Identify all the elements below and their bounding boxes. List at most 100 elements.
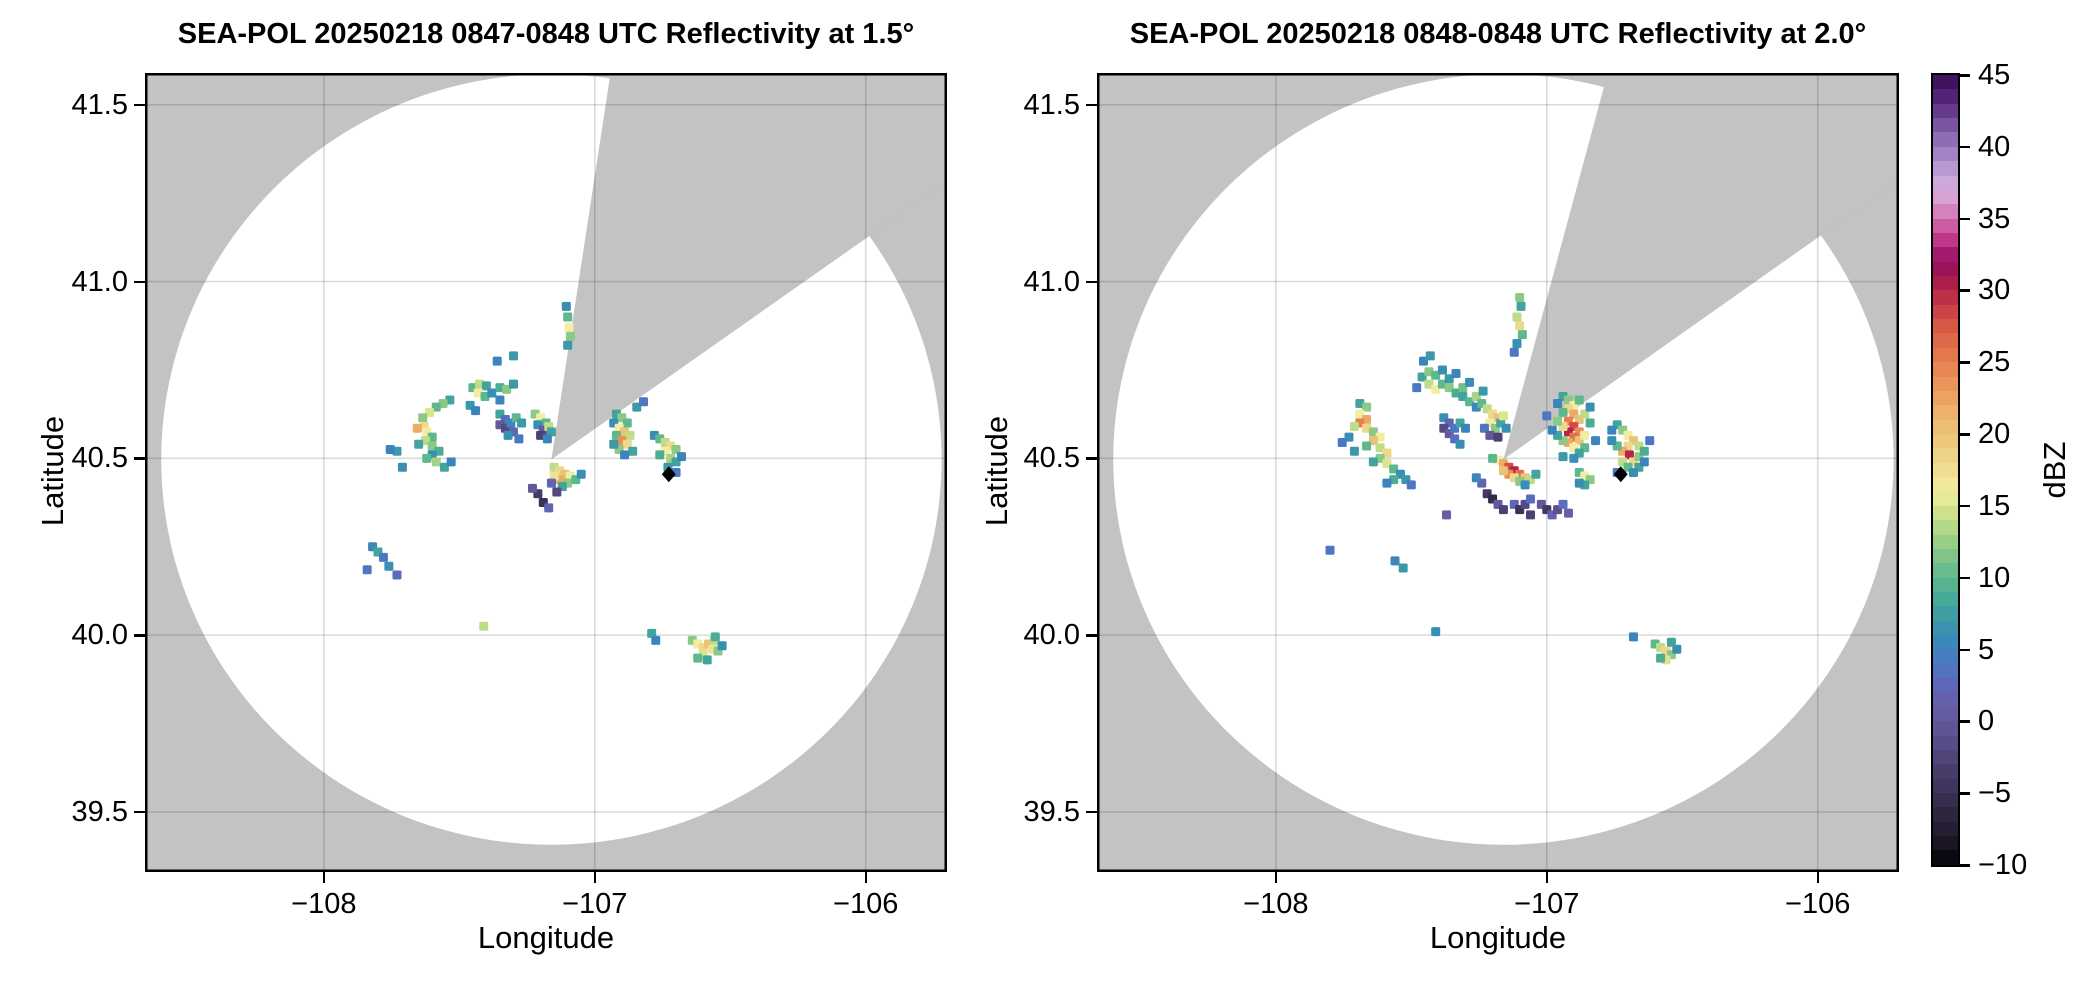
echo-cell — [397, 462, 407, 472]
panel-left-xlabel: Longitude — [477, 920, 615, 955]
echo-cell — [1451, 388, 1461, 398]
echo-cell — [475, 379, 485, 389]
echo-cell — [1558, 452, 1568, 462]
echo-cell — [1389, 464, 1399, 474]
echo-cell — [1639, 457, 1649, 467]
echo-cell — [693, 653, 703, 663]
echo-cell — [1444, 374, 1454, 384]
echo-cell — [565, 331, 575, 341]
echo-cell — [717, 641, 727, 651]
colorbar-band — [1933, 591, 1958, 607]
colorbar-band — [1933, 433, 1958, 449]
echo-cell — [651, 635, 661, 645]
echo-cell — [561, 301, 571, 311]
blocked-sector-wedge — [1503, 73, 1899, 460]
y-tick — [1086, 634, 1097, 637]
echo-cell — [671, 445, 681, 455]
echo-cell — [1569, 453, 1579, 463]
colorbar-band — [1933, 548, 1958, 564]
colorbar-band — [1933, 304, 1958, 320]
echo-cell — [1485, 430, 1495, 440]
echo-cell — [655, 450, 665, 460]
colorbar-band — [1933, 491, 1958, 506]
echo-cell — [710, 632, 720, 642]
echo-cell — [480, 391, 490, 401]
colorbar-band — [1933, 821, 1958, 837]
echo-cell — [1501, 423, 1511, 433]
echo-cell — [378, 552, 388, 562]
x-tick — [1274, 872, 1278, 883]
echo-cell — [1672, 644, 1682, 654]
echo-cell — [527, 483, 537, 493]
colorbar-frame — [1931, 73, 1960, 867]
echo-cell — [392, 570, 402, 580]
echo-cell — [1558, 499, 1568, 509]
colorbar-band — [1933, 218, 1958, 233]
colorbar-band — [1933, 333, 1958, 348]
echo-cell — [1580, 430, 1590, 440]
x-tick-label: −107 — [562, 888, 628, 920]
echo-cell — [446, 457, 456, 467]
echo-cell — [1431, 370, 1441, 380]
echo-cell — [1526, 510, 1536, 520]
echo-cell — [1458, 391, 1468, 401]
colorbar-band — [1933, 663, 1958, 679]
echo-cell — [1471, 391, 1481, 401]
colorbar-band — [1933, 462, 1958, 478]
blocked-sector-wedge — [551, 73, 947, 460]
panel-left-plot-area — [145, 73, 947, 872]
echo-cell — [1645, 436, 1655, 446]
colorbar-band — [1933, 189, 1958, 205]
colorbar-band — [1933, 692, 1958, 707]
echo-cell — [473, 388, 483, 398]
y-tick — [134, 810, 145, 814]
echo-cell — [502, 384, 512, 394]
echo-cell — [479, 621, 489, 631]
echo-cell — [508, 351, 518, 361]
panel-right-plot-area — [1097, 73, 1899, 872]
echo-cell — [622, 439, 632, 449]
x-tick-label: −107 — [1514, 888, 1580, 920]
echo-cell — [1542, 411, 1552, 421]
colorbar-band — [1933, 362, 1958, 377]
echo-cell — [1418, 356, 1428, 366]
colorbar-tick — [1960, 289, 1970, 292]
colorbar-tick — [1960, 792, 1970, 795]
echo-cell — [1547, 425, 1557, 435]
y-tick — [1086, 280, 1097, 284]
colorbar-band — [1933, 347, 1958, 363]
echo-cell — [1412, 383, 1422, 393]
echo-cell — [1580, 409, 1590, 419]
echo-cell — [1337, 437, 1347, 447]
echo-cell — [620, 450, 630, 460]
echo-cell — [1498, 466, 1508, 476]
echo-cell — [1375, 453, 1385, 463]
colorbar-tick-label: −5 — [1978, 777, 2012, 810]
echo-cell — [564, 323, 574, 333]
colorbar-band — [1933, 778, 1958, 793]
colorbar-band — [1933, 448, 1958, 463]
plot-frame — [145, 73, 947, 872]
colorbar-tick — [1960, 720, 1970, 723]
colorbar-band — [1933, 635, 1958, 650]
echo-cell — [1585, 402, 1595, 412]
colorbar-label: dBZ — [2037, 441, 2072, 499]
colorbar-tick — [1960, 504, 1970, 508]
echo-cell — [1437, 379, 1447, 389]
colorbar-band — [1933, 477, 1958, 492]
echo-cell — [1656, 653, 1666, 663]
echo-cell — [628, 446, 638, 456]
echo-cell — [487, 388, 497, 398]
echo-cell — [1389, 475, 1399, 485]
panel-left-title: SEA-POL 20250218 0847-0848 UTC Reflectiv… — [177, 18, 915, 50]
echo-cell — [1417, 372, 1427, 382]
colorbar-band — [1933, 319, 1958, 334]
echo-cell — [1465, 397, 1475, 407]
colorbar-band — [1933, 606, 1958, 621]
x-tick — [1816, 872, 1820, 883]
colorbar-band — [1933, 836, 1958, 851]
echo-cell — [1498, 505, 1508, 515]
colorbar-tick — [1960, 74, 1970, 77]
echo-cell — [1375, 443, 1385, 453]
